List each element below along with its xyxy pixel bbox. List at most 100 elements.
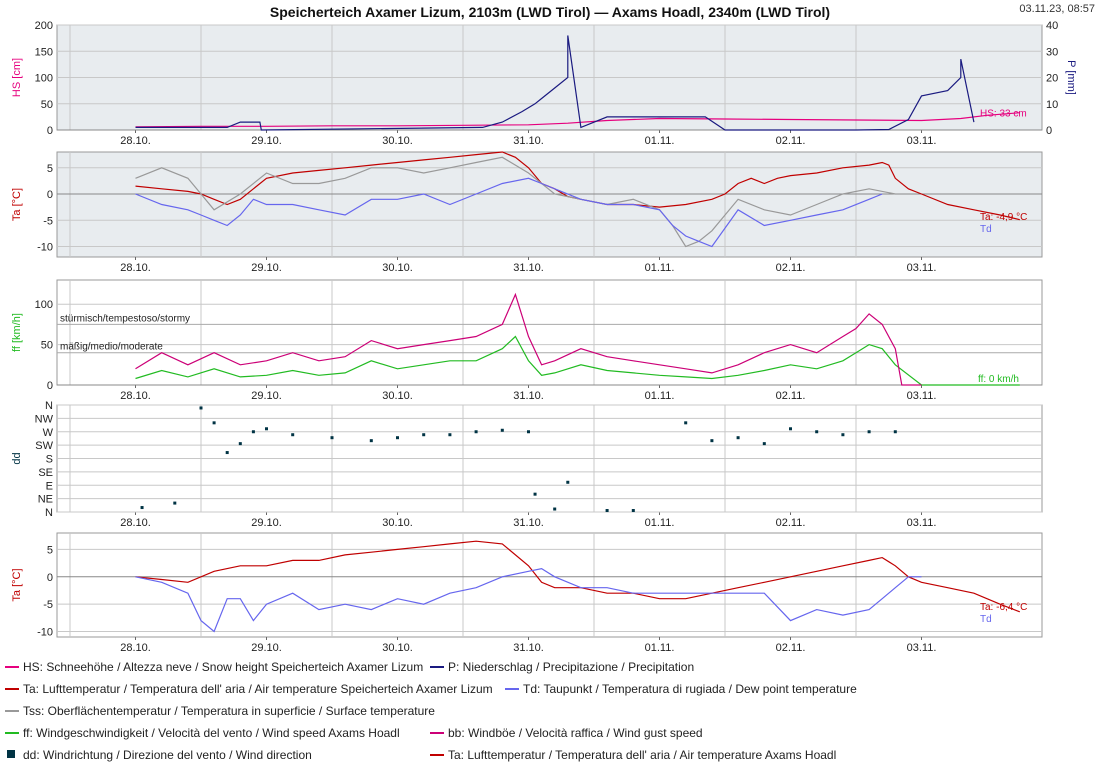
scatter-point [265, 427, 268, 431]
x-tick-label: 01.11. [645, 642, 675, 654]
y-tick-label: -10 [37, 627, 53, 639]
scatter-point [631, 509, 635, 513]
y-tick-label: N [45, 507, 53, 519]
x-tick-label: 02.11. [776, 517, 806, 529]
td-label: Td [980, 224, 992, 235]
legend-item-label: dd: Windrichtung / Direzione del vento /… [23, 748, 312, 762]
legend-item-label: Tss: Oberflächentemperatur / Temperatura… [23, 704, 435, 718]
y2-tick-label: 40 [1046, 20, 1058, 32]
panel3: 28.10. 29.10. 30.10. 31.10. 01.11. 02.11. 03.1… [11, 279, 1043, 402]
x-tick-label: 29.10. [251, 642, 282, 654]
y-tick-label: 0 [47, 189, 53, 201]
y-tick-label: SE [38, 467, 53, 479]
ta-value-label: Ta: -4,9 °C [980, 212, 1027, 223]
x-tick-label: 29.10. [251, 517, 282, 529]
panel5: 28.10. 29.10. 30.10. 31.10. 01.11. 02.11. 03.1… [11, 532, 1043, 654]
y2-tick-label: 0 [1046, 125, 1052, 137]
x-tick-label: 03.11. [907, 517, 937, 529]
x-tick-label: 28.10. [120, 262, 151, 274]
y-axis-label: ff [km/h] [11, 313, 23, 352]
scatter-point [396, 436, 399, 440]
scatter-point [867, 430, 871, 434]
scatter-point [566, 480, 570, 484]
timestamp: 03.11.23, 08:57 [1019, 3, 1095, 15]
x-tick-label: 01.11. [645, 262, 675, 274]
y-tick-label: NW [35, 413, 54, 425]
scatter-point [762, 442, 766, 446]
y-tick-label: 150 [35, 46, 53, 58]
x-tick-label: 28.10. [120, 517, 151, 529]
y2-axis-label: P [mm] [1065, 60, 1077, 95]
x-tick-label: 02.11. [776, 642, 806, 654]
scatter-point [474, 430, 478, 434]
scatter-point [199, 406, 203, 410]
scatter-point [251, 430, 255, 434]
y-tick-label: -5 [43, 599, 53, 611]
y-tick-label: N [45, 400, 53, 412]
x-tick-label: 30.10. [382, 390, 413, 402]
x-tick-label: 31.10. [513, 517, 544, 529]
y-tick-label: -5 [43, 215, 53, 227]
series-line-P [135, 35, 975, 131]
td-label: Td [980, 614, 992, 625]
scatter-point [422, 433, 426, 437]
scatter-point [291, 433, 295, 437]
x-tick-label: 29.10. [251, 262, 282, 274]
series-line-Td [135, 567, 922, 633]
y-axis-label: dd [11, 452, 23, 464]
x-tick-label: 31.10. [513, 262, 544, 274]
legend-item-label: HS: Schneehöhe / Altezza neve / Snow hei… [23, 660, 423, 674]
y-tick-label: 100 [35, 73, 53, 85]
x-tick-label: 29.10. [251, 390, 282, 402]
scatter-point [527, 430, 530, 434]
scatter-point [238, 442, 242, 446]
y-tick-label: 100 [35, 299, 53, 311]
legend-marker [7, 750, 15, 758]
y2-tick-label: 10 [1046, 99, 1058, 111]
panel1: 28.10. 29.10. 30.10. 31.10. 01.11. 02.11. 03.1… [11, 20, 1077, 147]
y-tick-label: E [46, 480, 53, 492]
y-tick-label: W [43, 427, 54, 439]
legend-item-label: Ta: Lufttemperatur / Temperatura dell' a… [23, 682, 493, 696]
scatter-point [533, 492, 537, 496]
scatter-point [684, 421, 688, 425]
series-line-Td [135, 177, 883, 248]
scatter-point [500, 428, 504, 432]
x-tick-label: 03.11. [907, 390, 937, 402]
scatter-point [736, 436, 740, 440]
scatter-point [330, 436, 334, 440]
series-dd [140, 406, 897, 513]
x-tick-label: 01.11. [645, 390, 675, 402]
panel4: 28.10. 29.10. 30.10. 31.10. 01.11. 02.11. 03.1… [11, 400, 1043, 529]
y-tick-label: 0 [47, 380, 53, 392]
chart-panels: 28.10. 29.10. 30.10. 31.10. 01.11. 02.11. 03.1… [11, 20, 1077, 654]
plot-area [56, 151, 1043, 258]
scatter-point [710, 439, 714, 443]
x-tick-label: 03.11. [907, 135, 937, 147]
x-tick-label: 28.10. [120, 135, 151, 147]
y-axis-label: Ta [°C] [11, 188, 23, 221]
scatter-point [448, 433, 452, 437]
scatter-point [605, 509, 609, 513]
plot-area [56, 279, 1043, 386]
scatter-point [815, 430, 819, 434]
x-tick-label: 03.11. [907, 262, 937, 274]
y-tick-label: 5 [47, 544, 53, 556]
y2-tick-label: 20 [1046, 73, 1058, 85]
x-tick-label: 30.10. [382, 135, 413, 147]
panel2: 28.10. 29.10. 30.10. 31.10. 01.11. 02.11. 03.1… [11, 151, 1043, 274]
scatter-point [140, 506, 144, 510]
y-tick-label: -10 [37, 242, 53, 254]
scatter-point [789, 427, 792, 431]
y-tick-label: SW [35, 440, 53, 452]
scatter-point [841, 433, 845, 437]
x-tick-label: 31.10. [513, 642, 544, 654]
y-tick-label: 0 [47, 572, 53, 584]
x-tick-label: 01.11. [645, 135, 675, 147]
series-line-ff [135, 335, 1020, 386]
x-tick-label: 03.11. [907, 642, 937, 654]
x-tick-label: 28.10. [120, 390, 151, 402]
x-tick-label: 30.10. [382, 517, 413, 529]
legend-item-label: Td: Taupunkt / Temperatura di rugiada / … [523, 682, 857, 696]
